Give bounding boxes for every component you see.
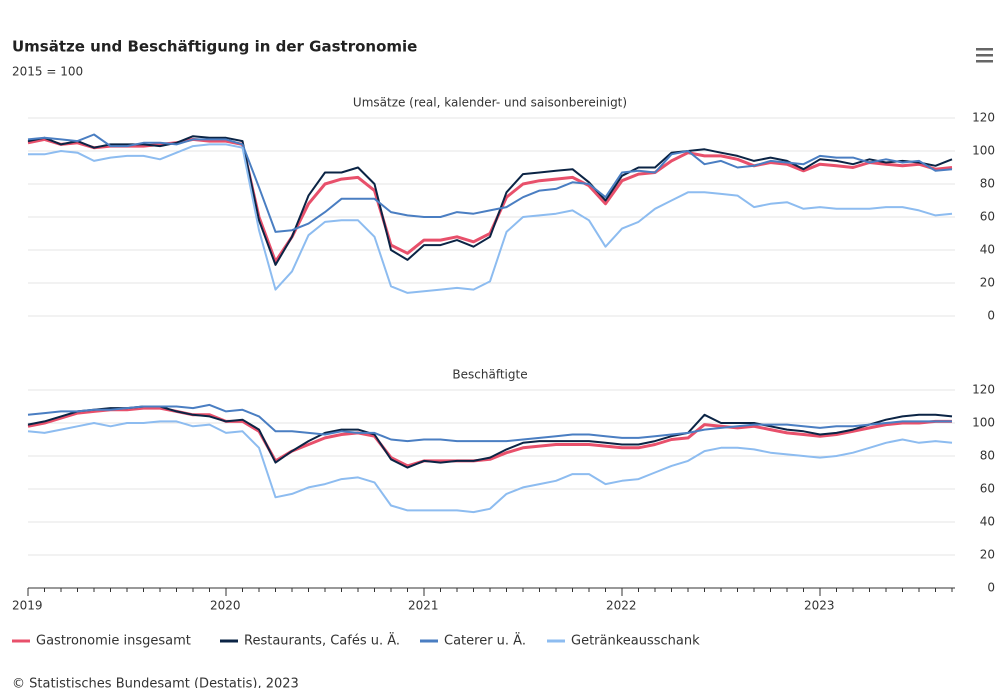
x-tick-label: 2020 bbox=[210, 599, 241, 613]
y-tick-label: 0 bbox=[987, 309, 995, 323]
x-tick-label: 2023 bbox=[804, 599, 835, 613]
y-tick-label: 20 bbox=[980, 548, 995, 562]
series-line bbox=[27, 405, 953, 469]
menu-bar[interactable] bbox=[976, 54, 993, 57]
series-line bbox=[27, 133, 953, 233]
y-tick-label: 100 bbox=[972, 144, 995, 158]
source: © Statistisches Bundesamt (Destatis), 20… bbox=[12, 677, 299, 688]
legend-label: Caterer u. Ä. bbox=[444, 633, 526, 649]
series-line bbox=[27, 135, 953, 266]
menu-bar[interactable] bbox=[976, 60, 993, 63]
y-tick-label: 0 bbox=[987, 581, 995, 595]
x-tick-label: 2022 bbox=[606, 599, 637, 613]
y-tick-label: 40 bbox=[980, 243, 995, 257]
y-tick-label: 80 bbox=[980, 449, 995, 463]
x-tick-label: 2019 bbox=[12, 599, 43, 613]
panel-title: Beschäftigte bbox=[452, 368, 527, 382]
y-tick-label: 100 bbox=[972, 416, 995, 430]
y-tick-label: 20 bbox=[980, 276, 995, 290]
legend-label: Gastronomie insgesamt bbox=[36, 634, 191, 649]
y-tick-label: 80 bbox=[980, 177, 995, 191]
chart-subtitle: 2015 = 100 bbox=[12, 65, 83, 79]
chart-title: Umsätze und Beschäftigung in der Gastron… bbox=[12, 38, 417, 56]
menu-icon[interactable] bbox=[976, 48, 993, 63]
series-line bbox=[28, 143, 953, 294]
menu-bar[interactable] bbox=[976, 48, 993, 51]
y-tick-label: 40 bbox=[980, 515, 995, 529]
legend-label: Restaurants, Cafés u. Ä. bbox=[244, 633, 400, 649]
panel-title: Umsätze (real, kalender- und saisonberei… bbox=[353, 96, 627, 110]
y-tick-label: 120 bbox=[972, 383, 995, 397]
y-tick-label: 60 bbox=[980, 210, 995, 224]
legend-label: Getränkeausschank bbox=[571, 634, 700, 649]
y-tick-label: 60 bbox=[980, 482, 995, 496]
y-tick-label: 120 bbox=[972, 111, 995, 125]
series-line bbox=[27, 403, 952, 443]
x-tick-label: 2021 bbox=[408, 599, 439, 613]
series-line bbox=[27, 420, 953, 514]
